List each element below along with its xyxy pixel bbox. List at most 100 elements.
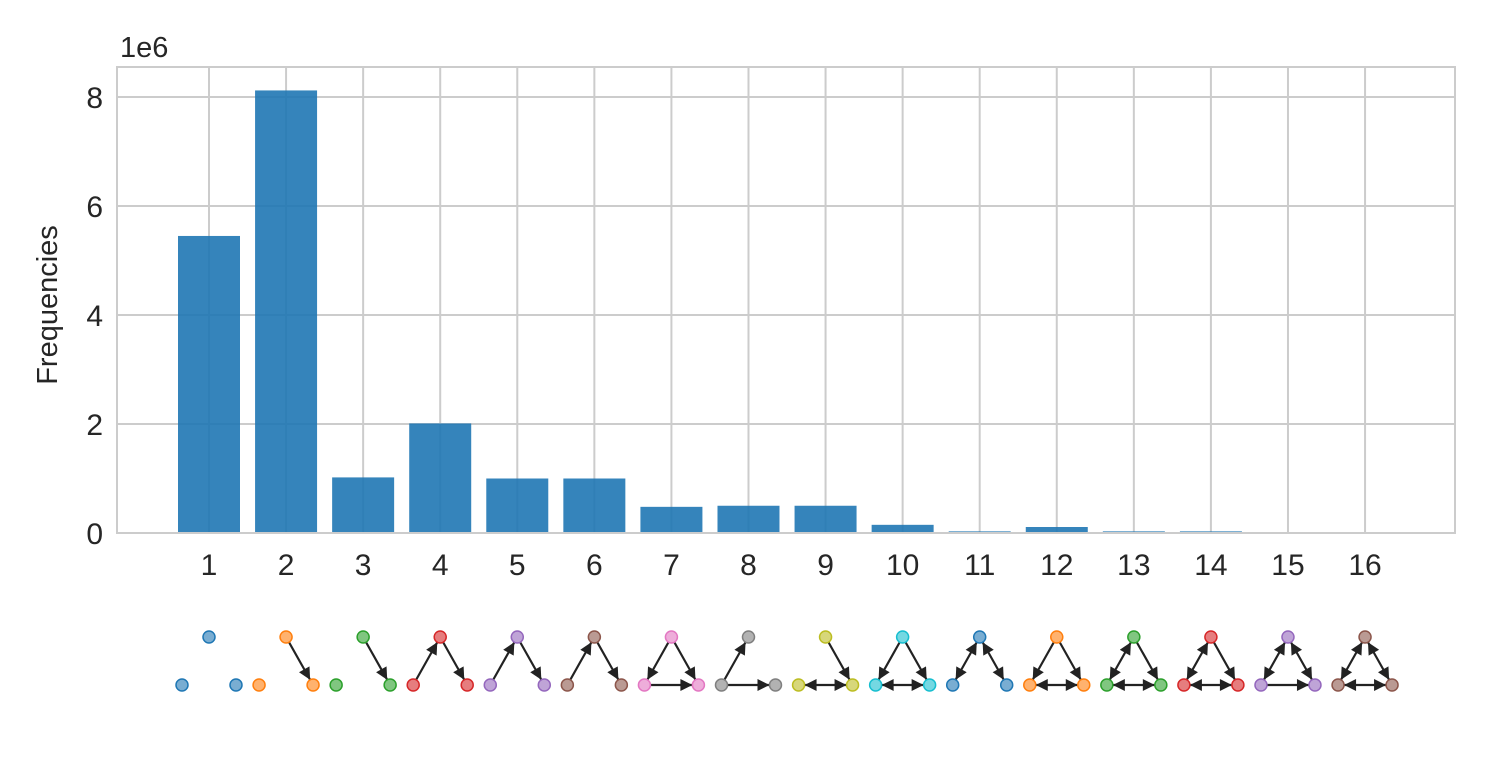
motif-edge bbox=[877, 641, 901, 681]
motif-node bbox=[818, 630, 833, 644]
motif-edge bbox=[1185, 641, 1209, 681]
bar bbox=[332, 477, 395, 533]
motif-glyph bbox=[483, 630, 552, 692]
x-tick-label: 15 bbox=[1271, 549, 1304, 582]
motif-glyph bbox=[252, 630, 320, 692]
motif-edge bbox=[1108, 641, 1132, 681]
x-tick-label: 12 bbox=[1040, 549, 1073, 582]
motif-node bbox=[845, 678, 860, 692]
motif-node bbox=[1050, 630, 1064, 644]
motif-node bbox=[252, 678, 266, 692]
y-axis-title: Frequencies bbox=[32, 225, 64, 385]
bar bbox=[717, 505, 780, 533]
motif-edge bbox=[646, 641, 670, 681]
motif-node bbox=[895, 630, 910, 644]
x-tick-label: 4 bbox=[432, 549, 449, 582]
bar bbox=[871, 524, 934, 533]
motif-node bbox=[741, 630, 756, 644]
motif-edge bbox=[288, 641, 312, 681]
motif-edge bbox=[1289, 641, 1313, 681]
motif-glyph bbox=[1100, 630, 1168, 692]
motif-node bbox=[791, 678, 806, 692]
x-tick-label: 14 bbox=[1194, 549, 1227, 582]
motif-node bbox=[1308, 678, 1322, 692]
motif-edge bbox=[1031, 641, 1055, 681]
motif-edge bbox=[519, 641, 543, 681]
motif-node bbox=[560, 678, 575, 692]
motif-node bbox=[972, 630, 987, 644]
motif-node bbox=[691, 678, 706, 692]
motif-glyph bbox=[945, 630, 1014, 692]
motif-edge bbox=[415, 641, 439, 681]
motif-node bbox=[1154, 678, 1168, 692]
x-tick-label: 5 bbox=[509, 549, 526, 582]
motif-edge bbox=[827, 641, 851, 681]
motif-node bbox=[768, 678, 783, 692]
plot-frame bbox=[116, 66, 1456, 534]
bar bbox=[255, 90, 318, 534]
motif-node bbox=[229, 678, 243, 692]
x-tick-label: 11 bbox=[964, 549, 995, 582]
motif-edge bbox=[981, 641, 1005, 681]
motif-node bbox=[1231, 678, 1245, 692]
x-tick-label: 7 bbox=[663, 549, 680, 582]
motif-node bbox=[1204, 630, 1218, 644]
motif-node bbox=[1077, 678, 1091, 692]
bar bbox=[563, 478, 626, 533]
motif-edge bbox=[442, 641, 466, 681]
x-tick-label: 3 bbox=[355, 549, 372, 582]
motif-edge bbox=[1340, 641, 1364, 681]
bars bbox=[178, 90, 1397, 534]
motif-node bbox=[1177, 678, 1191, 692]
motif-node bbox=[537, 678, 552, 692]
x-tick-label: 13 bbox=[1117, 549, 1150, 582]
motif-node bbox=[1127, 630, 1141, 644]
motif-node bbox=[1385, 678, 1399, 692]
motif-glyph bbox=[1331, 630, 1399, 692]
bar bbox=[409, 423, 472, 533]
motif-node bbox=[868, 678, 883, 692]
y-tick-label: 2 bbox=[86, 409, 103, 442]
x-tick-label: 16 bbox=[1348, 549, 1381, 582]
grid-lines bbox=[117, 67, 1455, 534]
bar bbox=[794, 505, 857, 533]
motif-node bbox=[614, 678, 629, 692]
x-tick-label: 9 bbox=[817, 549, 834, 582]
motif-glyph bbox=[329, 630, 397, 692]
motif-node bbox=[460, 678, 474, 692]
motif-glyph bbox=[1023, 630, 1091, 692]
y-tick-label: 4 bbox=[86, 300, 103, 333]
motif-node bbox=[714, 678, 729, 692]
motif-node bbox=[483, 678, 498, 692]
motif-glyph bbox=[406, 630, 474, 692]
motif-edge bbox=[904, 641, 928, 681]
motif-node bbox=[1254, 678, 1268, 692]
motif-glyph bbox=[637, 630, 706, 692]
y-tick-label: 8 bbox=[86, 82, 103, 115]
motif-edge bbox=[1058, 641, 1082, 681]
motif-glyph bbox=[791, 630, 860, 692]
motif-glyph bbox=[175, 630, 243, 692]
motif-node bbox=[1281, 630, 1295, 644]
motif-node bbox=[306, 678, 320, 692]
motif-node bbox=[1331, 678, 1345, 692]
motif-edge bbox=[596, 641, 620, 681]
bar bbox=[178, 235, 240, 534]
motif-node bbox=[202, 630, 216, 644]
motif-glyph bbox=[1254, 630, 1322, 692]
y-tick-labels: 0 2 4 6 8 bbox=[86, 82, 103, 551]
x-tick-labels: 1 2 3 4 5 6 7 8 9 10 11 12 13 14 15 16 bbox=[201, 549, 1382, 582]
motif-edge bbox=[1367, 641, 1391, 681]
x-tick-label: 6 bbox=[586, 549, 603, 582]
x-tick-label: 1 bbox=[201, 549, 218, 582]
motif-node bbox=[1358, 630, 1372, 644]
y-axis-offset-label: 1e6 bbox=[120, 32, 168, 64]
y-tick-label: 6 bbox=[86, 191, 103, 224]
motif-node bbox=[356, 630, 370, 644]
motif-glyph bbox=[560, 630, 629, 692]
motif-edge bbox=[673, 641, 697, 681]
motif-edge bbox=[1262, 641, 1286, 681]
motif-node bbox=[999, 678, 1014, 692]
motif-node bbox=[510, 630, 525, 644]
